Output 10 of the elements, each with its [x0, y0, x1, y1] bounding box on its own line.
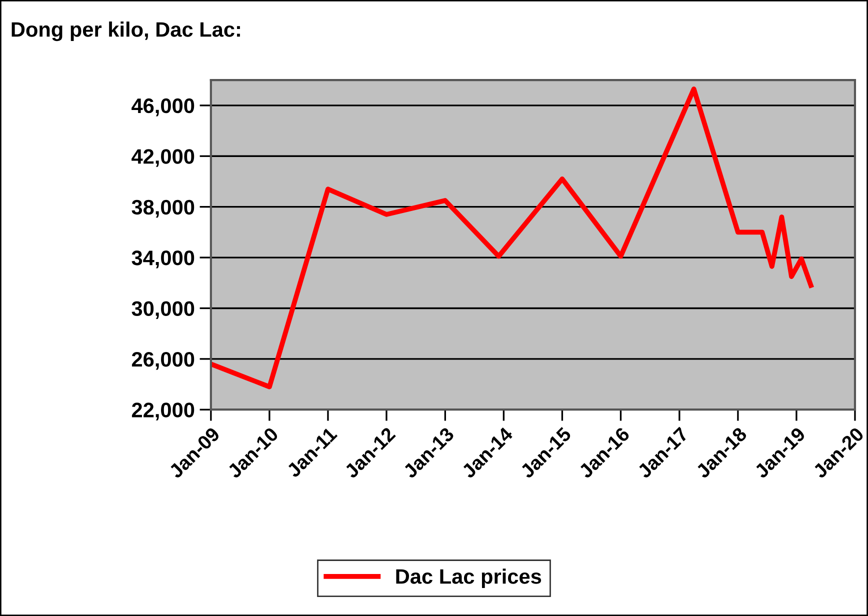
legend-label: Dac Lac prices: [396, 568, 542, 588]
y-tick-label: 26,000: [132, 352, 194, 370]
y-tick-label: 30,000: [132, 301, 194, 320]
y-tick-label: 34,000: [132, 250, 194, 268]
chart-title: Dong per kilo, Dac Lac:: [12, 22, 240, 42]
y-tick-label: 22,000: [132, 402, 194, 420]
y-tick-label: 38,000: [132, 200, 194, 218]
line-series: [210, 86, 814, 390]
y-tick-label: 46,000: [132, 98, 194, 116]
y-tick-label: 42,000: [132, 149, 194, 167]
